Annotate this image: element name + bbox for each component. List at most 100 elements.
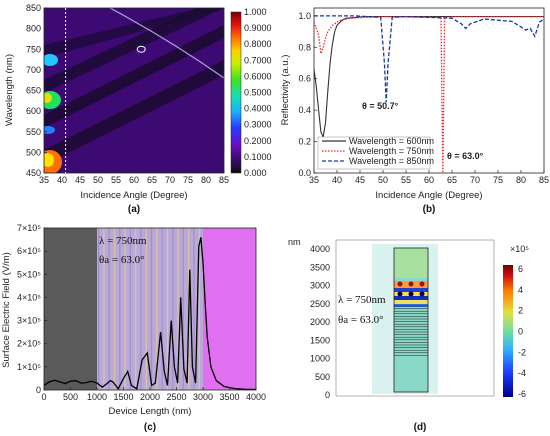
annotation-d-lambda: λ = 750nm bbox=[338, 294, 386, 306]
colorbar-a-tick-label: 0.5000 bbox=[244, 88, 272, 98]
heatmap-a-band bbox=[44, 8, 224, 93]
x-axis-b-tick-label: 75 bbox=[493, 175, 503, 185]
legend-b-box bbox=[317, 136, 431, 170]
x-axis-b-tick-label: 35 bbox=[309, 175, 319, 185]
panel-a-heatmap: 35 40 45 50 55 60 65 70 75 80 85 450 500 550 600 650 70… bbox=[4, 3, 272, 215]
field-map-spot bbox=[408, 281, 414, 287]
heatmap-a-hotspot bbox=[44, 93, 52, 103]
series-line-1 bbox=[314, 15, 544, 173]
heatmap-a-marker bbox=[136, 45, 146, 53]
y-axis-d-tick-label: 3000 bbox=[310, 281, 330, 291]
colorbar-a-tick-label: 0.6000 bbox=[244, 71, 272, 81]
y-axis-c: 0 1×10⁵ 2×10⁵ 3×10⁵ 4×10⁵ 5×10⁵ 6×10⁵ 7×10⁵ bbox=[17, 223, 47, 395]
y-axis-c-tick-label: 2×10⁵ bbox=[17, 339, 41, 349]
y-axis-a-tick-label: 550 bbox=[26, 127, 41, 137]
x-axis-c-tick-label: 2500 bbox=[166, 392, 186, 402]
field-map-spot bbox=[408, 291, 414, 297]
colorbar-a-tick-label: 0.7000 bbox=[244, 55, 272, 65]
panel-d-field-map: nm 0 500 1000 1500 2000 2500 3000 3500 4000 λ = … bbox=[288, 237, 529, 433]
region-2 bbox=[203, 228, 256, 390]
y-axis-b-tick-label: 0.8 bbox=[298, 42, 311, 52]
colorbar-d-tick-label: 6 bbox=[518, 264, 523, 274]
field-map-spot bbox=[397, 291, 403, 297]
x-axis-c-tick-label: 4000 bbox=[246, 392, 266, 402]
y-axis-c-tick-label: 3×10⁵ bbox=[17, 316, 41, 326]
x-axis-label-c: Device Length (nm) bbox=[109, 406, 192, 417]
heatmap-a-hotspot bbox=[44, 153, 54, 167]
y-axis-c-tick-label: 4×10⁵ bbox=[17, 292, 41, 302]
heatmap-a-resonance bbox=[109, 8, 224, 79]
x-axis-b: 35 40 45 50 55 60 65 70 75 80 85 bbox=[309, 170, 549, 185]
x-axis-a-tick-label: 85 bbox=[219, 175, 229, 185]
panel-label-c: (c) bbox=[144, 422, 156, 433]
x-axis-c-tick-label: 500 bbox=[63, 392, 78, 402]
y-axis-a-tick-label: 600 bbox=[26, 106, 41, 116]
field-map-top-region bbox=[394, 248, 428, 278]
y-axis-unit-d: nm bbox=[288, 237, 301, 247]
y-axis-a-tick-label: 850 bbox=[26, 3, 41, 13]
legend-label-1: Wavelength = 750nm bbox=[349, 146, 434, 156]
field-map-device-outline bbox=[393, 247, 429, 393]
legend-label-0: Wavelength = 600nm bbox=[349, 136, 434, 146]
x-axis-a-tick-label: 35 bbox=[39, 175, 49, 185]
y-axis-d-tick-label: 2000 bbox=[310, 317, 330, 327]
colorbar-d-tick-label: 2 bbox=[518, 306, 523, 316]
y-axis-a-tick-label: 450 bbox=[26, 168, 41, 178]
heatmap-a-hotspot bbox=[44, 54, 58, 66]
field-map-layer-lines bbox=[394, 305, 428, 356]
x-axis-b-tick-label: 85 bbox=[539, 175, 549, 185]
field-curve-0 bbox=[44, 237, 256, 390]
y-axis-b: 0.0 0.2 0.4 0.6 0.8 1.0 bbox=[298, 11, 317, 178]
x-axis-a-tick-label: 45 bbox=[75, 175, 85, 185]
colorbar-a-tick-label: 0.3000 bbox=[244, 120, 272, 130]
y-axis-d: 0 500 1000 1500 2000 2500 3000 3500 4000 bbox=[310, 244, 330, 400]
x-axis-c-tick-label: 0 bbox=[41, 392, 46, 402]
x-axis-c-tick-label: 2000 bbox=[140, 392, 160, 402]
x-axis-b-tick-label: 80 bbox=[516, 175, 526, 185]
y-axis-c-tick-label: 5×10⁵ bbox=[17, 269, 41, 279]
colorbar-a-tick-label: 0.8000 bbox=[244, 39, 272, 49]
x-axis-c-tick-label: 1500 bbox=[113, 392, 133, 402]
colorbar-a-ticks: 1.000 0.9000 0.8000 0.7000 0.6000 0.5000 0.400… bbox=[244, 7, 272, 178]
region-0 bbox=[44, 228, 97, 390]
colorbar-a-tick-label: 0.000 bbox=[244, 168, 267, 178]
x-axis-a-tick-label: 50 bbox=[93, 175, 103, 185]
annotation-d-theta: θa = 63.0° bbox=[338, 314, 384, 326]
colorbar-a-tick-label: 0.4000 bbox=[244, 104, 272, 114]
plot-b-series bbox=[314, 15, 544, 173]
x-axis-a-tick-label: 55 bbox=[111, 175, 121, 185]
panel-label-b: (b) bbox=[423, 204, 436, 215]
y-axis-c-tick-label: 1×10⁵ bbox=[17, 362, 41, 372]
plot-c-regions bbox=[44, 228, 256, 390]
y-axis-d-tick-label: 1500 bbox=[310, 335, 330, 345]
y-axis-label-a: Wavelength (nm) bbox=[4, 54, 15, 126]
colorbar-d-ticks: 6 4 2 0 -2 -4 -6 bbox=[518, 264, 526, 399]
heatmap-a-band bbox=[44, 25, 224, 128]
colorbar-a-tick-label: 0.2000 bbox=[244, 136, 272, 146]
colorbar-d-tick-label: -2 bbox=[518, 347, 526, 357]
y-axis-b-tick-label: 0.4 bbox=[298, 105, 311, 115]
x-axis-a-tick-label: 60 bbox=[129, 175, 139, 185]
field-map-row bbox=[394, 304, 428, 307]
y-axis-a-tick-label: 700 bbox=[26, 65, 41, 75]
x-axis-c-tick-label: 1000 bbox=[87, 392, 107, 402]
annotation-c-lambda: λ = 750nm bbox=[99, 235, 147, 247]
y-axis-label-b: Reflectivity (a.u.) bbox=[280, 55, 291, 126]
x-axis-a-tick-label: 40 bbox=[57, 175, 67, 185]
field-map-hot-rows bbox=[394, 281, 428, 307]
panel-label-a: (a) bbox=[128, 204, 140, 215]
heatmap-a-band bbox=[44, 8, 224, 58]
colorbar-d bbox=[503, 265, 513, 397]
x-axis-b-tick-label: 40 bbox=[332, 175, 342, 185]
series-line-0 bbox=[314, 16, 544, 139]
x-axis-b-tick-label: 55 bbox=[401, 175, 411, 185]
field-map-row bbox=[394, 288, 428, 292]
y-axis-label-c: Surface Electric Field (V/m) bbox=[1, 252, 12, 368]
y-axis-c-tick-label: 7×10⁵ bbox=[17, 223, 41, 233]
field-map-row bbox=[394, 300, 428, 304]
colorbar-d-tick-label: 4 bbox=[518, 285, 523, 295]
panel-b-line-chart: 35 40 45 50 55 60 65 70 75 80 85 0.0 0.2 0.4 0.6 0.8 1.… bbox=[280, 7, 549, 215]
legend-label-2: Wavelength = 850nm bbox=[349, 156, 434, 166]
